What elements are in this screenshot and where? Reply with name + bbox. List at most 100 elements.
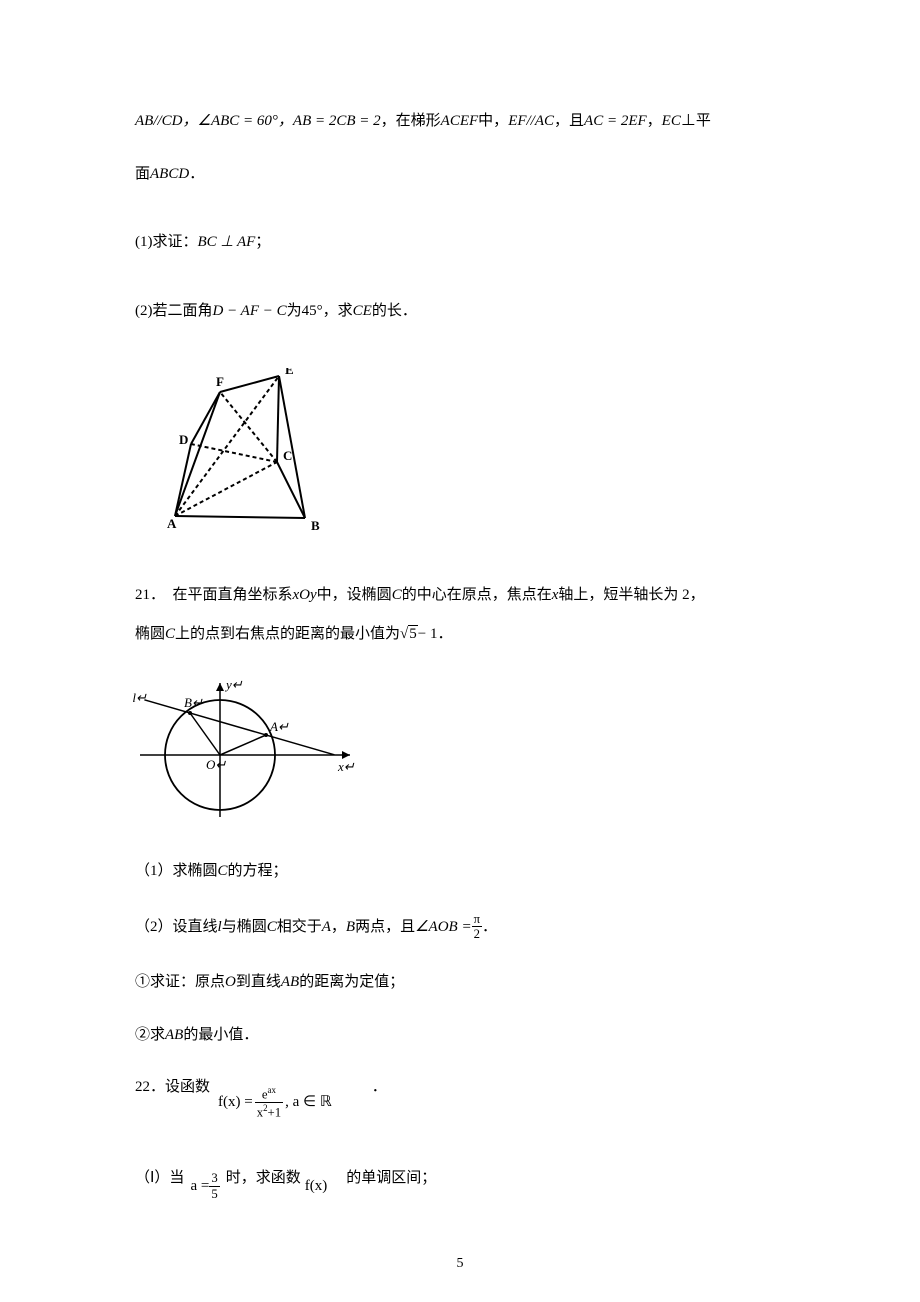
svg-text:A↵: A↵ [269,719,289,734]
problem-20-sub-1: (1)求证： BC ⊥ AF ； [135,231,785,254]
svg-text:O↵: O↵ [206,757,226,772]
text-segment: ． [372,1076,387,1099]
svg-text:B↵: B↵ [184,695,203,710]
text-segment: AB = 2CB = 2 [293,110,381,133]
text-segment: 中，设椭圆 [317,584,392,607]
text-segment: CE [353,300,372,323]
text-segment: C [392,584,402,607]
problem-22-line-1: 22．设函数 f(x) = eax x2+1 , a ∈ ℝ ． [135,1076,785,1109]
diagram-svg: y↵ x↵ O↵ A↵ B↵ l↵ [130,675,360,825]
content-area: AB//CD， ∠ABC = 60°， AB = 2CB = 2 ，在梯形 AC… [0,0,920,1193]
svg-text:x↵: x↵ [337,759,355,774]
text-segment: ∠AOB = [415,916,471,939]
text-segment: , a ∈ ℝ [285,1091,332,1114]
text-segment: ． [482,916,497,939]
text-segment: O [225,971,236,994]
text-segment: xOy [293,584,317,607]
text-segment: ACEF [441,110,479,133]
text-segment: f(x) = [218,1091,253,1114]
text-segment: ，且 [554,110,584,133]
text-segment: 的最小值． [183,1024,258,1047]
text-segment: 45° [302,300,323,323]
denominator: 2 [472,927,482,941]
text-segment: (1)求证： [135,231,198,254]
problem-21-line-1: 21． 在平面直角坐标系 xOy 中，设椭圆 C 的中心在原点，焦点在 x 轴上… [135,584,785,607]
svg-text:F: F [216,374,224,389]
fraction: 3 5 [209,1172,219,1201]
text-segment: 中， [478,110,508,133]
svg-text:l↵: l↵ [132,690,147,705]
text-segment: 的方程； [228,860,288,883]
text-segment: 的长． [372,300,417,323]
text-segment: （2）设直线 [135,916,218,939]
fraction: π 2 [472,913,482,942]
text-segment: 上的点到右焦点的距离的最小值为 [175,623,400,646]
text-segment: ； [255,231,270,254]
diagram-svg: A B C D E F [165,368,325,533]
text-segment: （1）求椭圆 [135,860,218,883]
text-segment: ． [438,623,453,646]
svg-text:E: E [285,368,294,377]
text-segment: 21． 在平面直角坐标系 [135,584,293,607]
text-segment: 轴上，短半轴长为 2， [558,584,704,607]
text-segment: C [165,623,175,646]
text-segment: ． [189,163,204,186]
equation: a = 3 5 [190,1172,219,1201]
text-segment: AC = 2EF [584,110,647,133]
text-segment: 为 [287,300,302,323]
radicand: 5 [408,625,418,642]
text-segment: C [267,916,277,939]
problem-22-sub-I: （Ⅰ）当 a = 3 5 时，求函数 f(x) 的单调区间； [135,1164,785,1193]
text-segment: ， [647,110,662,133]
denominator: 5 [209,1187,219,1201]
text-segment: D − AF − C [213,300,287,323]
svg-text:D: D [179,432,188,447]
text-segment: 时，求函数 [226,1167,301,1190]
numerator: eax [255,1086,283,1103]
sqrt-expr: 5 [400,623,418,646]
problem-21-sub-1: （1）求椭圆 C 的方程； [135,860,785,883]
ellipse-diagram: y↵ x↵ O↵ A↵ B↵ l↵ [130,675,785,830]
text-segment: − 1 [418,623,438,646]
problem-21-sub-2: （2）设直线 l 与椭圆 C 相交于 A ， B 两点，且 ∠AOB = π 2… [135,913,785,942]
problem-20-sub-2: (2)若二面角 D − AF − C 为 45° ，求 CE 的长． [135,300,785,323]
text-segment: 到直线 [236,971,281,994]
geometry-diagram-3d: A B C D E F [165,368,785,538]
text-segment: (2)若二面角 [135,300,213,323]
text-segment: A [322,916,331,939]
page: AB//CD， ∠ABC = 60°， AB = 2CB = 2 ，在梯形 AC… [0,0,920,1302]
svg-text:B: B [311,518,320,533]
text-segment: AB [281,971,299,994]
text-segment: 的中心在原点，焦点在 [402,584,552,607]
text-segment: ∠ABC = 60°， [198,110,293,133]
problem-21-part-2: ②求 AB 的最小值． [135,1024,785,1047]
text-segment: ， [331,916,346,939]
exponent: ax [268,1085,276,1095]
text-segment: BC ⊥ AF [198,231,256,254]
text-segment: ①求证：原点 [135,971,225,994]
svg-text:y↵: y↵ [224,677,243,692]
text-segment: EF//AC [508,110,554,133]
text-segment: 两点，且 [355,916,415,939]
text-segment: AB//CD， [135,110,198,133]
text-segment: ，求 [323,300,353,323]
problem-21-line-2: 椭圆 C 上的点到右焦点的距离的最小值为 5 − 1 ． [135,623,785,646]
text-segment: ABCD [150,163,189,186]
svg-text:A: A [167,516,177,531]
text-segment: 的距离为定值； [299,971,404,994]
fraction: eax x2+1 [255,1086,283,1119]
text-segment: （Ⅰ）当 [135,1167,184,1190]
text-segment: x [552,584,559,607]
svg-text:C: C [283,448,292,463]
text-segment: AB [165,1024,183,1047]
text-segment: 相交于 [277,916,322,939]
text-segment: f(x) [305,1175,328,1198]
text-segment: a = [190,1175,209,1198]
text-segment: +1 [268,1105,282,1119]
text-segment: 与椭圆 [222,916,267,939]
text-segment: ②求 [135,1024,165,1047]
denominator: x2+1 [255,1103,283,1119]
text-segment: 面 [135,163,150,186]
numerator: π [472,913,482,928]
text-segment: EC [662,110,681,133]
